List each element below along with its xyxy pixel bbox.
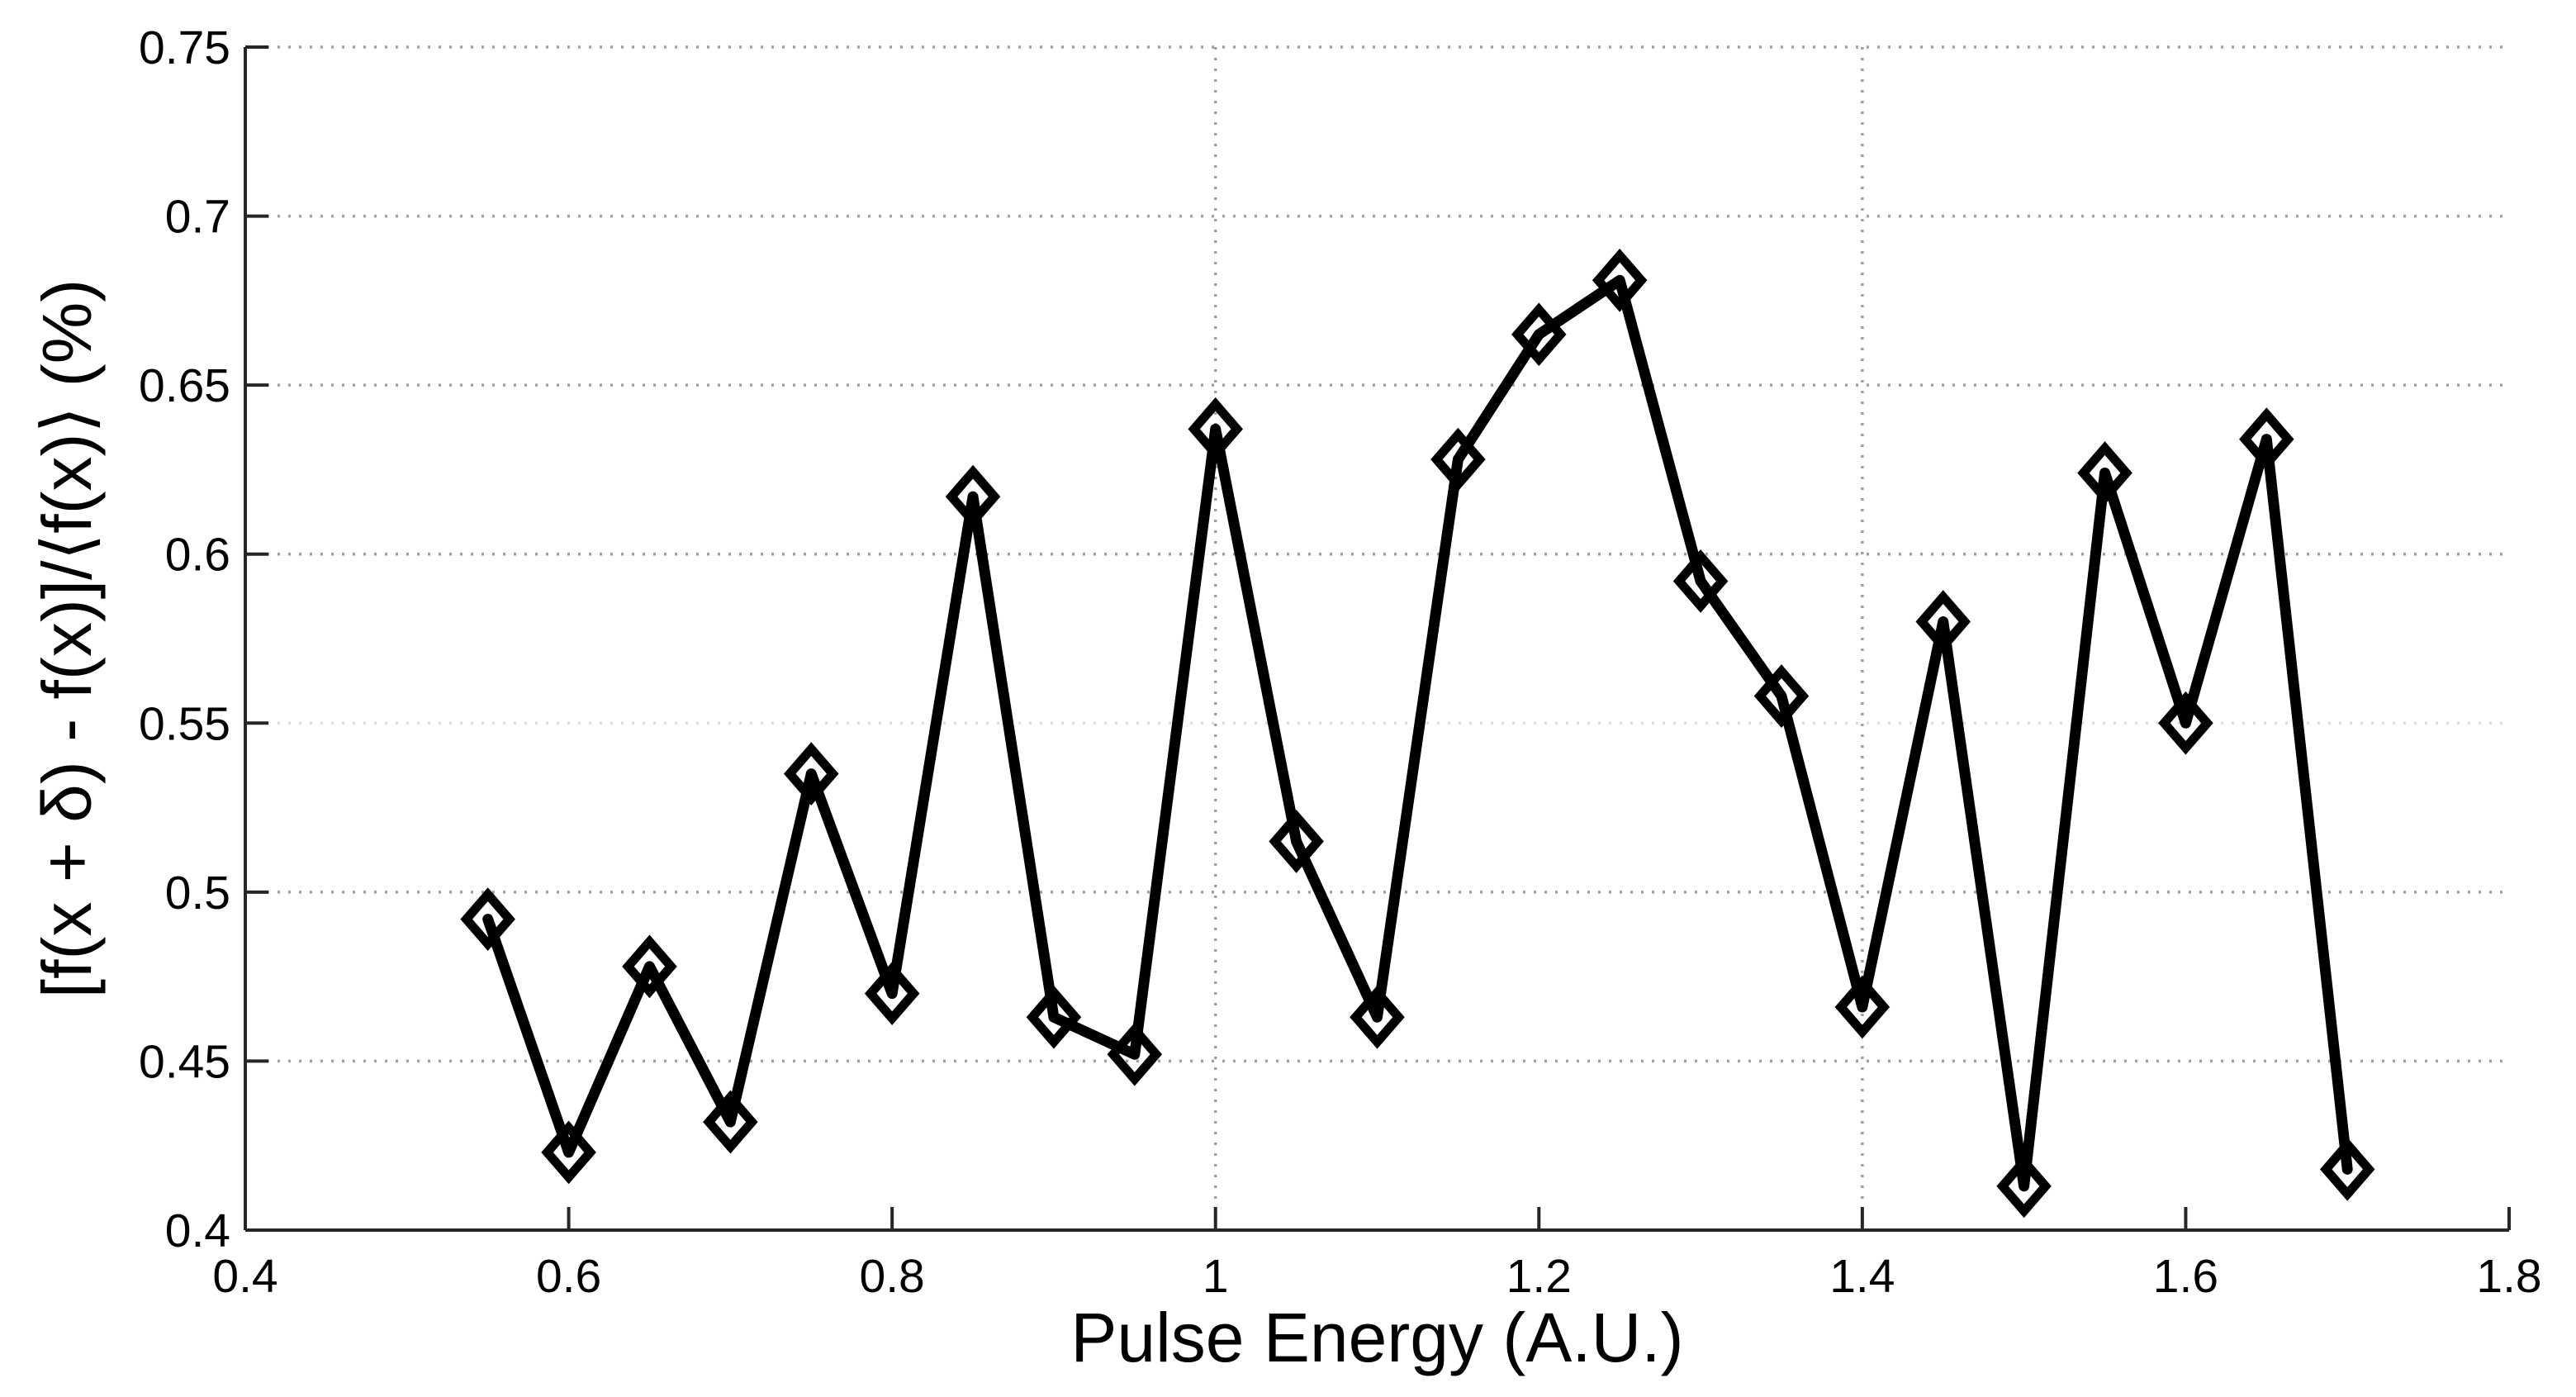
axes [244,45,2511,1232]
data-markers [460,248,2375,1219]
data-point-marker [2319,1137,2375,1201]
x-tick-label: 0.6 [536,1250,601,1303]
x-tick-label: 1.8 [2476,1250,2541,1303]
data-point-marker [1753,664,1810,728]
data-point-marker [1107,1022,1163,1086]
data-point-marker [1430,427,1486,492]
y-tick-label: 0.7 [165,191,230,244]
data-point-marker [460,887,515,951]
y-axis-label: [f(x + δ) - f(x)]/⟨f(x)⟩ (%) [28,279,106,999]
y-tick-label: 0.65 [139,359,230,412]
y-gridlines [245,45,2509,1063]
y-tick-labels: 0.4 0.45 0.5 0.55 0.6 0.65 0.7 0.75 [139,21,230,1257]
data-point-marker [1511,302,1567,367]
y-tick-label: 0.45 [139,1035,230,1088]
x-tick-label: 1.2 [1506,1250,1572,1303]
x-tick-label: 1 [1203,1250,1229,1303]
x-tick-label: 0.4 [212,1250,278,1303]
data-series [482,274,2353,1192]
data-point-marker [2158,691,2213,755]
data-point-marker [1269,810,1324,873]
data-point-marker [864,962,920,1025]
y-tick-label: 0.55 [139,697,230,750]
data-point-marker [2077,441,2132,505]
x-gridlines [1213,47,1864,1230]
data-point-marker [783,742,839,806]
data-point-marker [2239,407,2294,472]
y-tick-label: 0.75 [139,21,230,74]
x-tick-label: 1.4 [1829,1250,1895,1303]
data-point-marker [703,1090,758,1154]
data-point-marker [1915,590,1971,653]
data-point-marker [1996,1154,2052,1219]
x-tick-label: 0.8 [860,1250,925,1303]
series-line [482,274,2353,1192]
y-tick-label: 0.4 [165,1205,230,1257]
x-axis-label: Pulse Energy (A.U.) [1070,1299,1683,1376]
data-point-marker [1188,397,1243,461]
data-point-marker [1672,549,1729,613]
y-tick-label: 0.5 [165,867,230,919]
data-point-marker [622,934,677,999]
data-point-marker [1026,985,1082,1049]
data-point-marker [1592,248,1648,312]
x-tick-label: 1.6 [2153,1250,2218,1303]
y-tick-label: 0.6 [165,529,230,582]
data-point-marker [945,464,1001,529]
x-tick-labels: 0.4 0.6 0.8 1 1.2 1.4 1.6 1.8 [212,1250,2541,1303]
data-point-marker [1350,985,1405,1049]
data-point-marker [1834,975,1890,1039]
data-point-marker [541,1120,596,1185]
